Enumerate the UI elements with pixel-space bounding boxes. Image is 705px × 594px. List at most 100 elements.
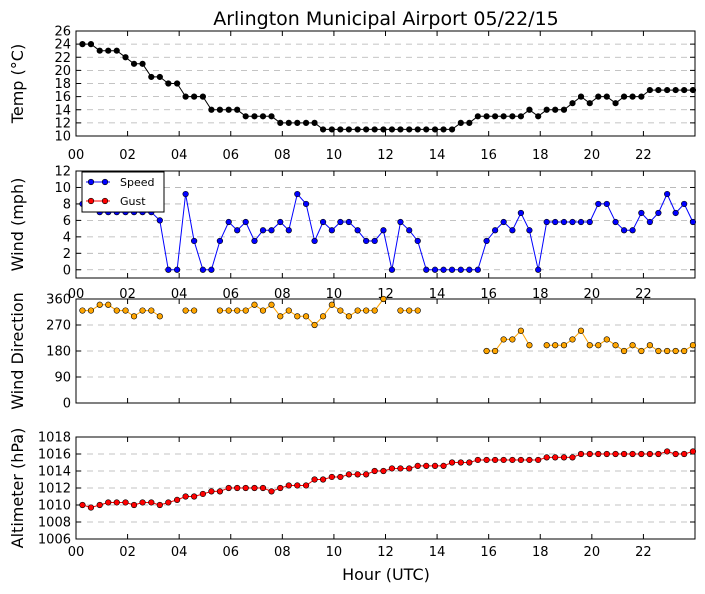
wind-data-point [552,218,559,226]
wind-data-point [586,218,593,226]
direction-data-point [268,301,275,308]
wind-data-point [259,227,267,234]
temp-data-point [586,100,593,107]
temp-data-point [268,113,275,120]
legend-marker [101,178,109,186]
temp-data-point [208,106,215,113]
temp-data-point [629,93,636,100]
altimeter-data-point [277,484,284,492]
temp-data-point [577,93,585,100]
altimeter-data-point [655,450,662,458]
altimeter-data-point [577,450,585,458]
temp-data-point [595,93,602,100]
temp-data-point [199,93,206,100]
temp-data-point [423,126,430,133]
direction-ytick-label: 0 [63,397,71,412]
wind-xtick-label: 08 [274,287,291,302]
temp-data-point [509,113,516,120]
altimeter-ytick-label: 1018 [38,431,71,446]
direction-data-point [363,307,370,314]
temp-data-point [363,126,370,133]
altimeter-xtick-label: 06 [222,545,239,560]
temp-data-point [191,93,198,100]
direction-data-point [371,307,378,314]
temp-xtick-label: 02 [119,148,136,163]
altimeter-data-point [388,465,396,472]
altimeter-xtick-label: 02 [119,545,136,560]
temp-data-point [681,86,688,94]
altimeter-data-point [371,467,378,475]
temp-data-point [448,126,456,133]
direction-data-point [646,342,653,349]
direction-series-line [486,329,530,352]
temp-data-point [569,100,576,107]
direction-data-point [345,313,352,320]
temp-data-point [165,80,172,87]
temp-data-point [672,86,679,94]
wind-data-point [328,227,335,234]
altimeter-data-point [311,476,318,483]
temp-data-point [87,41,95,48]
altimeter-data-point [242,484,249,492]
altimeter-xtick-label: 20 [584,545,601,560]
wind-data-point [251,237,258,245]
direction-data-point [595,342,602,349]
wind-data-point [156,217,163,224]
temp-data-point [122,54,129,61]
direction-data-point [492,347,499,355]
direction-ylabel: Wind Direction [8,292,27,410]
wind-xtick-label: 16 [480,287,497,302]
legend-marker [87,178,95,186]
temp-data-point [337,126,344,133]
altimeter-ytick-label: 1008 [38,516,71,531]
altimeter-data-point [440,462,447,470]
legend-marker [101,197,109,205]
direction-series-line [546,329,694,352]
temp-data-point [182,93,189,100]
direction-data-point [380,295,387,303]
temp-data-point [130,60,138,67]
wind-data-point [371,237,378,245]
direction-data-point [577,327,585,334]
direction-data-point [397,307,404,314]
altimeter-xtick-label: 16 [480,545,497,560]
wind-ytick-label: 6 [63,214,71,229]
direction-data-point [182,307,189,314]
temp-data-point [552,106,559,113]
temp-data-point [483,113,490,120]
wind-data-point [689,218,697,226]
altimeter-data-point [569,454,576,461]
direction-data-point [87,307,95,314]
altimeter-data-point [414,462,421,470]
direction-data-point [122,307,129,314]
wind-data-point [492,227,499,234]
direction-data-point [96,301,103,308]
altimeter-data-point [500,456,507,464]
altimeter-data-point [199,490,206,498]
temp-data-point [285,119,292,126]
temp-data-point [96,47,103,54]
legend-marker [87,197,95,205]
wind-data-point [638,209,645,217]
temp-data-point [517,113,525,120]
direction-data-point [285,307,292,314]
wind-data-point [646,218,653,226]
altimeter-data-point [165,499,172,506]
altimeter-data-point [113,499,120,506]
altimeter-data-point [492,456,499,464]
altimeter-xtick-label: 04 [171,545,188,560]
direction-data-point [603,336,610,343]
wind-data-point [577,218,585,226]
wind-data-point [388,266,396,273]
wind-data-point [242,218,249,226]
wind-xtick-label: 20 [584,287,601,302]
altimeter-data-point [148,499,155,506]
wind-data-point [466,266,473,273]
wind-ytick-label: 12 [54,165,71,180]
wind-data-point [174,266,181,273]
altimeter-data-point [319,476,327,483]
direction-data-point [629,342,636,349]
temp-xtick-label: 20 [584,148,601,163]
direction-data-point [234,307,241,314]
